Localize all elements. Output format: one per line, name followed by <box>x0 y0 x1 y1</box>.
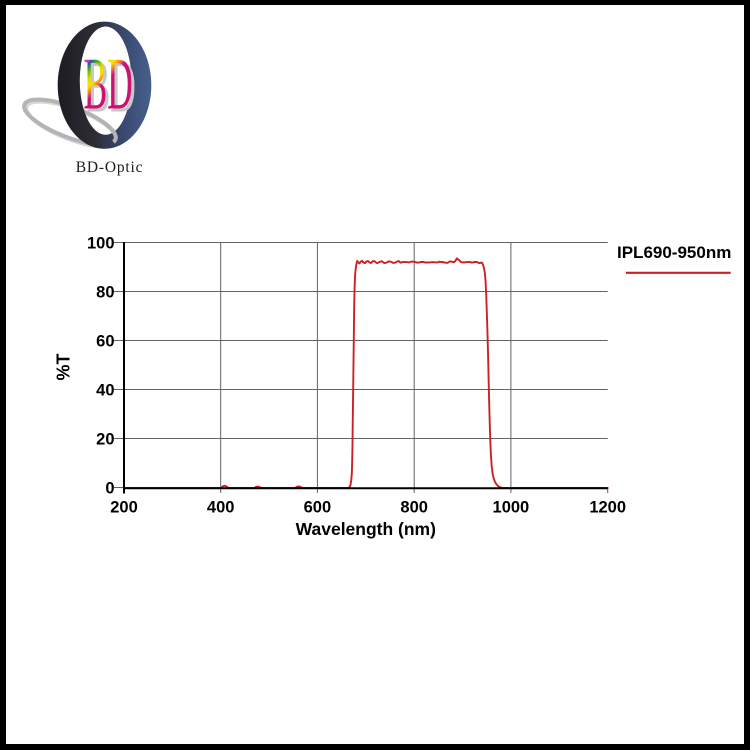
svg-text:IPL690-950nm: IPL690-950nm <box>617 243 731 262</box>
svg-text:800: 800 <box>400 499 428 517</box>
svg-text:1200: 1200 <box>589 499 626 517</box>
svg-text:1000: 1000 <box>493 499 530 517</box>
svg-text:%T: %T <box>54 353 74 380</box>
svg-text:BD: BD <box>84 42 133 125</box>
svg-text:BD-Optic: BD-Optic <box>76 159 144 176</box>
svg-text:600: 600 <box>304 499 332 517</box>
svg-text:40: 40 <box>96 381 114 399</box>
svg-text:Wavelength (nm): Wavelength (nm) <box>296 519 436 539</box>
svg-text:200: 200 <box>110 499 138 517</box>
svg-text:20: 20 <box>96 430 114 448</box>
svg-text:80: 80 <box>96 283 114 301</box>
svg-text:100: 100 <box>87 234 115 252</box>
svg-text:60: 60 <box>96 332 114 350</box>
svg-text:0: 0 <box>105 479 114 497</box>
svg-text:400: 400 <box>207 499 235 517</box>
svg-text:BD: BD <box>87 45 136 128</box>
